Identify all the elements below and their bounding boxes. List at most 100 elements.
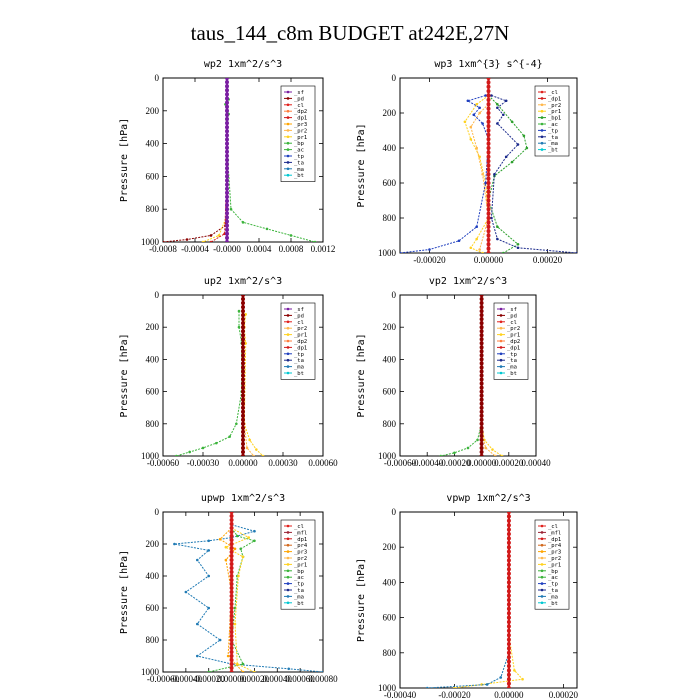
y-tick-label: 1000: [378, 451, 397, 461]
chart-panel-6: vpwp 1xm^2/s^3 Pressure [hPa] 0 200 400 600 80…: [356, 493, 579, 700]
core-marker: [229, 518, 234, 522]
core-marker: [486, 194, 491, 199]
core-marker: [241, 389, 245, 394]
series-group: [425, 512, 524, 688]
series-line-ta: [490, 95, 577, 253]
core-marker: [506, 606, 511, 611]
core-marker: [479, 445, 484, 450]
plot-frame: [399, 294, 537, 457]
legend-marker: [286, 116, 290, 119]
core-marker: [225, 227, 229, 232]
legend: _cl_mfl_dp1_pr4_pr3_pr2_pr1_bp_ac_tp_ta_…: [534, 519, 570, 610]
data-point: [245, 446, 249, 450]
core-marker: [479, 313, 484, 318]
core-marker: [241, 341, 245, 346]
y-tick-label: 800: [146, 635, 160, 645]
core-marker: [225, 112, 229, 117]
legend-marker: [540, 588, 544, 592]
x-tick-label: 0.00040: [263, 674, 293, 684]
data-point: [207, 539, 211, 543]
series-line-dp1: [210, 78, 228, 242]
legend-label: _tp: [294, 352, 304, 358]
data-point: [175, 454, 178, 456]
legend-label: _cl: [548, 90, 558, 96]
data-point: [217, 234, 221, 237]
legend-label: _dp2: [507, 339, 520, 345]
legend-marker: [540, 141, 544, 145]
data-point: [510, 120, 514, 124]
y-tick-label: 0: [392, 73, 397, 83]
legend-label: _dp1: [294, 537, 307, 543]
core-marker: [229, 598, 234, 602]
core-marker: [486, 124, 491, 129]
data-point: [496, 106, 499, 110]
core-marker: [506, 584, 511, 589]
x-tick-label: 0.00000: [467, 458, 497, 468]
y-axis-label: Pressure [hPa]: [119, 550, 130, 634]
legend-label: _ac: [548, 122, 558, 128]
data-point: [425, 686, 429, 688]
legend-label: _bp: [294, 141, 304, 147]
core-marker: [225, 174, 229, 179]
core-marker: [225, 117, 229, 121]
core-marker: [506, 602, 511, 607]
legend-marker: [499, 352, 503, 356]
y-tick-label: 600: [146, 603, 160, 613]
series-line-ma: [427, 512, 510, 688]
y-tick-label: 400: [383, 354, 397, 364]
data-point: [287, 667, 291, 671]
series-group: [175, 295, 265, 456]
legend-label: _mfl: [294, 530, 307, 536]
core-marker: [506, 655, 511, 660]
core-marker: [506, 611, 511, 616]
core-marker: [479, 401, 484, 406]
data-point: [475, 102, 479, 106]
legend-label: _dp2: [294, 339, 307, 345]
x-tick-label: -0.00040: [411, 458, 444, 468]
core-marker: [506, 532, 511, 536]
x-tick-label: -0.00020: [438, 458, 471, 468]
core-marker: [229, 526, 234, 530]
core-marker: [486, 115, 491, 120]
legend-marker: [286, 141, 290, 145]
core-marker: [479, 357, 484, 362]
core-marker: [241, 329, 245, 334]
core-marker: [241, 454, 245, 456]
legend-marker: [286, 135, 290, 139]
legend-marker: [540, 103, 544, 107]
legend-label: _dp2: [294, 109, 307, 115]
core-marker: [229, 670, 234, 672]
core-marker: [486, 172, 491, 177]
core-marker: [225, 100, 229, 105]
core-marker: [479, 309, 484, 314]
core-marker: [241, 357, 245, 362]
legend-label: _ta: [294, 358, 304, 364]
data-point: [224, 558, 228, 562]
core-marker: [486, 242, 491, 247]
core-marker: [241, 309, 245, 314]
legend-marker: [286, 333, 290, 336]
core-marker: [486, 220, 491, 225]
legend-marker: [286, 167, 290, 171]
core-marker: [479, 325, 484, 330]
data-point: [496, 237, 499, 241]
legend-marker: [286, 109, 290, 113]
legend-label: _ta: [548, 135, 558, 141]
panel-title: wp2 1xm^2/s^3: [204, 59, 282, 70]
core-marker: [479, 389, 484, 394]
core-marker: [241, 441, 245, 446]
series-group: [163, 78, 317, 242]
core-marker: [486, 93, 491, 98]
y-tick-label: 800: [383, 648, 397, 658]
legend-marker: [286, 556, 290, 560]
core-marker: [225, 141, 229, 146]
data-point: [253, 670, 256, 672]
core-marker: [479, 381, 484, 386]
legend-marker: [540, 543, 544, 547]
legend-label: _pd: [294, 96, 304, 102]
legend-label: _sf: [294, 90, 304, 96]
series-line-pd: [163, 78, 228, 242]
core-marker: [229, 514, 234, 518]
y-tick-label: 600: [146, 171, 160, 181]
legend-label: _bt: [294, 173, 304, 179]
